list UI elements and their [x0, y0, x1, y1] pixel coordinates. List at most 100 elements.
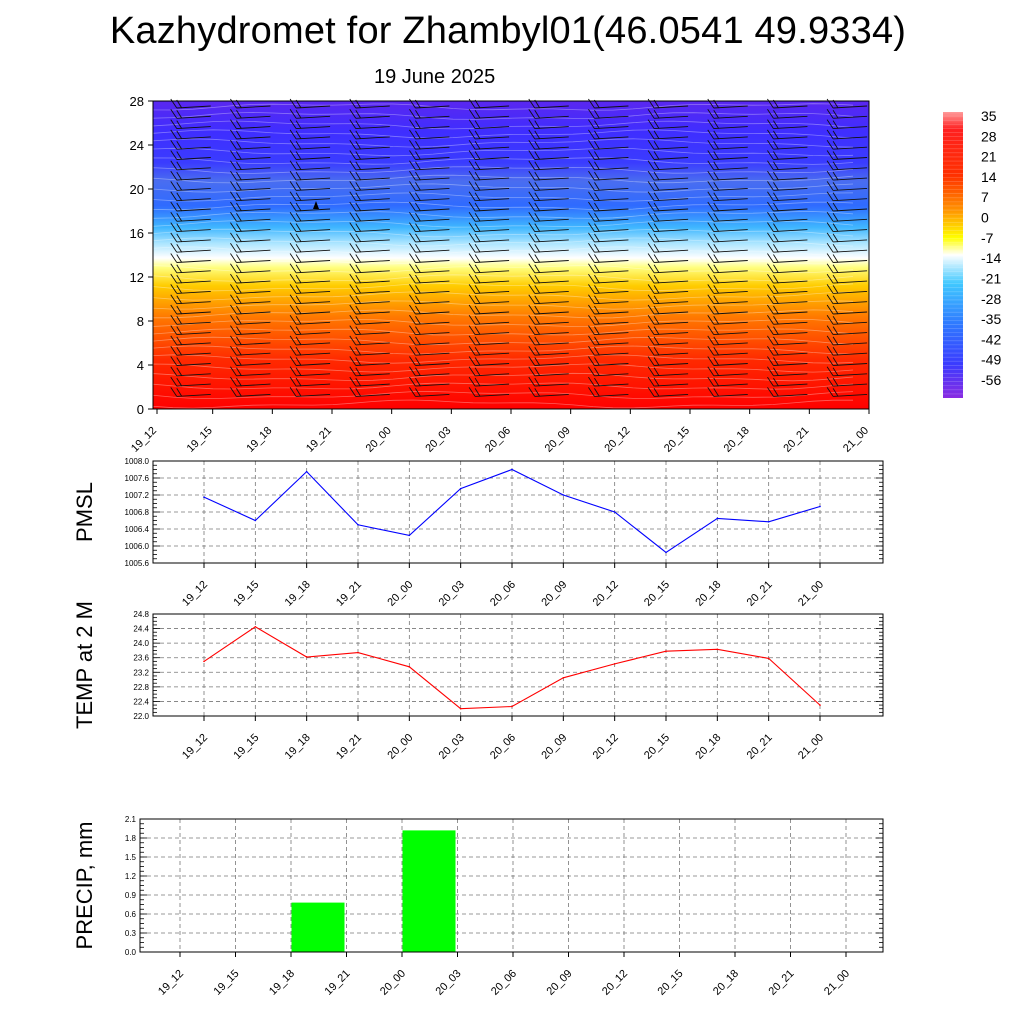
wind-barb-flag: [474, 161, 481, 171]
wind-barb: [355, 311, 390, 315]
wind-barb: [654, 352, 689, 356]
wind-barb: [176, 342, 211, 346]
wind-barb: [713, 218, 748, 222]
y-tick-label: 1.2: [125, 872, 137, 881]
x-tick-label: 20_09: [539, 579, 569, 609]
wind-barb-flag: [170, 294, 178, 304]
wind-barb-flag: [826, 129, 834, 140]
wind-barb-flag: [826, 191, 834, 201]
wind-barb-flag: [826, 242, 834, 253]
wind-barb-flag: [170, 222, 178, 232]
wind-barb-flag: [707, 356, 715, 366]
wind-barb-flag: [289, 284, 297, 294]
wind-barb-flag: [409, 325, 416, 335]
wind-barb-flag: [415, 357, 421, 366]
wind-barb: [594, 146, 629, 150]
wind-barb-flag: [647, 242, 655, 253]
wind-barb-flag: [653, 192, 660, 201]
wind-barb-flag: [773, 161, 779, 171]
wind-barb-flag: [349, 253, 357, 263]
wind-barb: [594, 301, 629, 305]
temp-point: [408, 666, 411, 668]
wind-barb-flag: [415, 316, 421, 325]
wind-barb-flag: [832, 295, 839, 304]
heatmap-y-tick-label: 16: [130, 226, 144, 241]
wind-barb-flag: [767, 325, 774, 335]
wind-barb: [773, 352, 808, 356]
wind-barb-flag: [826, 335, 834, 346]
wind-barb: [713, 157, 748, 160]
wind-barb: [594, 311, 629, 315]
wind-barb-flag: [355, 274, 362, 284]
wind-barb: [534, 177, 569, 181]
wind-barb-flag: [355, 254, 362, 263]
y-tick-label: 0.6: [125, 910, 137, 919]
wind-barb-flag: [236, 110, 242, 119]
wind-barb: [355, 167, 390, 171]
wind-barb: [833, 373, 868, 377]
wind-barb: [355, 136, 390, 140]
wind-barb-flag: [176, 110, 183, 119]
wind-barb-flag: [707, 150, 715, 160]
wind-barb-flag: [468, 129, 476, 140]
wind-barb: [236, 187, 271, 191]
wind-barb-flag: [295, 285, 302, 294]
wind-barb: [296, 363, 331, 366]
wind-barb-flag: [653, 151, 660, 160]
wind-barb: [355, 301, 390, 305]
wind-barb: [176, 373, 211, 377]
wind-barb: [654, 177, 689, 181]
wind-barb-flag: [355, 120, 362, 129]
wind-barb-flag: [773, 120, 779, 129]
wind-barb-flag: [653, 130, 660, 140]
wind-barb-flag: [295, 274, 302, 284]
wind-barb: [475, 373, 510, 377]
wind-barb: [594, 373, 629, 377]
wind-barb: [773, 105, 808, 109]
wind-barb: [594, 187, 629, 191]
wind-barb-flag: [832, 377, 839, 387]
wind-barb-flag: [826, 170, 834, 181]
wind-barb-flag: [409, 129, 416, 140]
wind-barb-flag: [295, 388, 302, 397]
contour-line: [152, 345, 854, 355]
wind-barb-flag: [230, 129, 237, 140]
wind-barb: [475, 177, 510, 181]
wind-barb-flag: [707, 119, 715, 129]
wind-barb-flag: [289, 356, 297, 366]
wind-barb-flag: [826, 150, 834, 160]
wind-barb-flag: [355, 326, 362, 335]
wind-barb-flag: [468, 191, 476, 201]
wind-barb: [176, 187, 211, 191]
wind-barb: [534, 115, 569, 119]
wind-barb: [415, 270, 450, 274]
wind-barb-flag: [773, 151, 779, 160]
wind-barb-flag: [176, 120, 183, 129]
wind-barb-flag: [713, 264, 720, 274]
colorbar-label: 0: [981, 210, 989, 226]
wind-barb: [415, 115, 450, 119]
wind-barb-flag: [773, 285, 779, 294]
wind-barb: [415, 177, 450, 181]
heatmap-x-tick-label: 20_00: [364, 425, 394, 455]
wind-barb-flag: [289, 325, 297, 335]
wind-barb: [833, 280, 868, 284]
wind-barb: [534, 321, 569, 325]
wind-barb-flag: [176, 140, 183, 150]
wind-barb-flag: [647, 191, 655, 201]
wind-barb-flag: [409, 304, 416, 315]
wind-barb-flag: [588, 191, 595, 201]
wind-barb-flag: [295, 202, 302, 212]
wind-barb-flag: [415, 346, 421, 356]
wind-barb: [296, 352, 331, 356]
colorbar-label: -49: [981, 352, 1001, 368]
wind-barb-flag: [707, 191, 715, 201]
heatmap-x-tick-label: 20_12: [602, 425, 632, 455]
heatmap-x-tick-label: 20_09: [543, 425, 573, 455]
wind-barb-flag: [289, 345, 297, 356]
wind-barb-flag: [176, 243, 183, 253]
wind-barb-flag: [588, 335, 595, 346]
wind-barb-flag: [415, 223, 421, 232]
wind-barb-flag: [594, 243, 600, 253]
